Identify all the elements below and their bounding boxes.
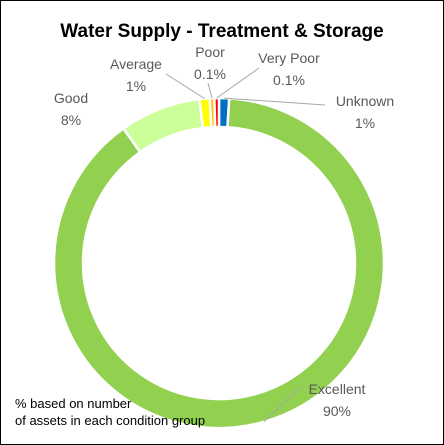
footnote-line-1: % based on number: [15, 396, 132, 411]
data-label-excellent-name: Excellent: [309, 381, 366, 397]
data-label-unknown-value: 1%: [355, 115, 375, 131]
data-label-good-value: 8%: [61, 112, 81, 128]
data-label-poor-name: Poor: [195, 44, 225, 60]
leader-line-poor: [207, 82, 213, 99]
data-label-unknown-name: Unknown: [336, 93, 394, 109]
chart-title: Water Supply - Treatment & Storage: [60, 21, 384, 42]
leader-line-excellent: [263, 385, 302, 423]
footnote: % based on number of assets in each cond…: [15, 395, 275, 429]
data-label-very-poor-value: 0.1%: [273, 72, 305, 88]
slice-good: [121, 97, 205, 154]
leader-line-unknown: [224, 97, 326, 106]
data-label-poor-value: 0.1%: [194, 66, 226, 82]
slice-very-poor: [213, 96, 221, 129]
slices-group: [52, 96, 386, 430]
leader-lines-group: [165, 67, 326, 423]
data-label-excellent-value: 90%: [323, 403, 351, 419]
data-label-average-value: 1%: [126, 78, 146, 94]
footnote-line-2: of assets in each condition group: [15, 413, 206, 428]
leader-line-average: [165, 73, 205, 100]
slice-excellent: [52, 96, 386, 430]
data-label-very-poor-name: Very Poor: [258, 50, 320, 66]
leader-line-very-poor: [216, 67, 260, 99]
data-label-average-name: Average: [110, 56, 162, 72]
data-labels-group: Excellent 90% Good 8% Average 1% Poor 0.1% Very …: [54, 44, 394, 419]
data-label-good-name: Good: [54, 90, 88, 106]
